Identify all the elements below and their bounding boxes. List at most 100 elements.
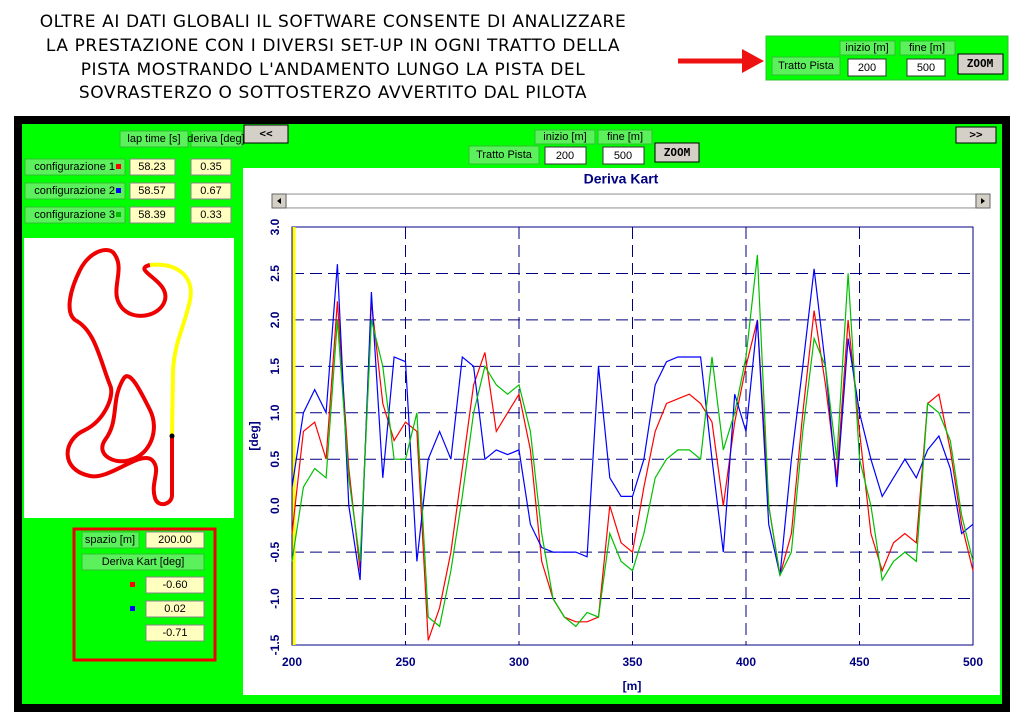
end-input[interactable]: [906, 58, 946, 77]
plot-border: [291, 226, 974, 646]
scrollbar: [271, 193, 991, 209]
config-label: configurazione 3: [34, 209, 115, 221]
label-box: [597, 129, 653, 145]
config-swatch: [116, 164, 121, 169]
x-tick-label: 200: [282, 655, 302, 669]
drift-label: Deriva Kart [deg]: [102, 556, 185, 568]
track-cursor: [169, 433, 175, 439]
caption-line: LA PRESTAZIONE CON I DIVERSI SET-UP IN O…: [46, 36, 620, 56]
end-input[interactable]: [602, 146, 645, 165]
scroll-thumb[interactable]: [287, 195, 975, 207]
start-input[interactable]: [847, 58, 887, 77]
label-box: [468, 145, 540, 165]
config-swatch: [116, 212, 121, 217]
arrow-head: [742, 49, 764, 73]
end-value: 500: [917, 62, 935, 74]
y-axis-label: [deg]: [247, 421, 261, 450]
space-value: 200.00: [158, 534, 192, 546]
config-label: configurazione 1: [34, 161, 115, 173]
x-tick-label: 300: [509, 655, 529, 669]
drift-box: [190, 182, 232, 200]
caption-line: OLTRE AI DATI GLOBALI IL SOFTWARE CONSEN…: [40, 12, 627, 32]
end-value: 500: [614, 150, 632, 162]
caption-line: SOVRASTERZO O SOTTOSTERZO AVVERTITO DAL …: [79, 83, 587, 103]
zoom-panel: inizio [m] fine [m] Tratto Pista 200 500…: [765, 35, 1009, 81]
label-box: [771, 56, 841, 76]
lap-time: 58.39: [138, 209, 166, 221]
plot: -1.5 -1.0 -0.5 0.0 0.5 1.0 1.5 2.0 2.5 3.0 200 250 3…: [268, 218, 983, 669]
lap-time: 58.23: [138, 161, 166, 173]
drift-box: [190, 206, 232, 224]
x-tick-label: 500: [963, 655, 983, 669]
start-label: inizio [m]: [845, 42, 888, 54]
arrow: [678, 49, 764, 73]
space-label: spazio [m]: [85, 534, 135, 546]
y-tick-label: 2.5: [268, 265, 282, 282]
readout-box: [145, 600, 205, 618]
y-tick-label: 0.0: [268, 497, 282, 514]
readout-value: -0.71: [162, 627, 187, 639]
end-label: fine [m]: [607, 131, 643, 143]
y-tick-label: 1.5: [268, 358, 282, 375]
label-box: [190, 130, 243, 148]
label-box: [24, 206, 126, 224]
x-tick-label: 250: [395, 655, 415, 669]
readout-swatch: [130, 582, 135, 587]
range-title: Tratto Pista: [778, 60, 835, 72]
lap-time: 58.57: [138, 185, 166, 197]
start-label: inizio [m]: [543, 131, 586, 143]
drift: 0.67: [200, 185, 221, 197]
y-tick-label: -1.5: [268, 634, 282, 655]
back-button[interactable]: [243, 124, 289, 144]
zoom-button-label: ZOOM: [967, 57, 994, 70]
start-input[interactable]: [544, 146, 587, 165]
readout-box: [145, 576, 205, 594]
drift-box: [190, 158, 232, 176]
drift-header: deriva [deg]: [187, 133, 244, 145]
label-box: [534, 129, 596, 145]
label-box: [24, 182, 126, 200]
readout-value: 0.02: [164, 603, 185, 615]
readout-frame: [72, 527, 217, 662]
y-tick-label: 0.5: [268, 451, 282, 468]
y-tick-label: -0.5: [268, 541, 282, 562]
zoom-button[interactable]: [957, 53, 1004, 75]
x-tick-label: 350: [622, 655, 642, 669]
series-line: [291, 301, 974, 641]
caption-line: PISTA MOSTRANDO L'ANDAMENTO LUNGO LA PIS…: [81, 60, 586, 80]
series-line: [291, 254, 974, 628]
label-box: [81, 531, 140, 549]
label-box: [899, 40, 956, 56]
scroll-left-arrow: [277, 198, 281, 204]
chart-zoom-panel: inizio [m] fine [m] Tratto Pista 200 500…: [468, 129, 700, 165]
drift: 0.35: [200, 161, 221, 173]
drift: 0.33: [200, 209, 221, 221]
end-label: fine [m]: [909, 42, 945, 54]
y-tick-label: 1.0: [268, 404, 282, 421]
lap-time-header: lap time [s]: [127, 133, 180, 145]
label-box: [119, 130, 189, 148]
zoom-button-label: ZOOM: [664, 146, 691, 159]
series-line: [291, 264, 974, 581]
space-box: [145, 531, 205, 549]
lap-time-box: [129, 182, 176, 200]
range-title: Tratto Pista: [476, 149, 533, 161]
forward-button[interactable]: [955, 126, 997, 144]
label-box: [81, 553, 205, 571]
y-tick-label: 3.0: [268, 218, 282, 235]
label-box: [839, 40, 896, 56]
chart-bg: [243, 168, 1000, 695]
y-tick-label: -1.0: [268, 588, 282, 609]
x-tick-label: 450: [849, 655, 869, 669]
config-swatch: [116, 188, 121, 193]
lap-time-box: [129, 158, 176, 176]
config-label: configurazione 2: [34, 185, 115, 197]
x-tick-label: 400: [736, 655, 756, 669]
readout-swatch: [130, 606, 135, 611]
lap-time-box: [129, 206, 176, 224]
label-box: [24, 158, 126, 176]
caption: OLTRE AI DATI GLOBALI IL SOFTWARE CONSEN…: [40, 12, 627, 103]
x-axis-label: [m]: [623, 679, 642, 693]
zoom-button[interactable]: [654, 142, 700, 163]
